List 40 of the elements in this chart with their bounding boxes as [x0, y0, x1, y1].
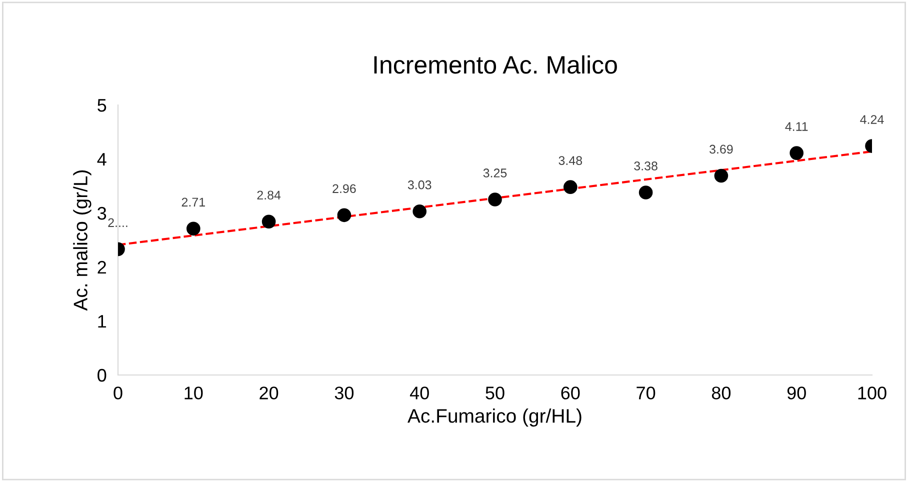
x-tick-label: 70 [636, 386, 656, 400]
x-tick-label: 0 [114, 386, 122, 400]
x-tick-label: 10 [184, 386, 203, 400]
y-tick-label: 1 [98, 315, 106, 328]
x-tick-label: 20 [260, 386, 278, 400]
point [563, 180, 578, 194]
chart-title: Incremento Ac. Malico [374, 55, 617, 74]
point [412, 204, 427, 218]
y-tick-label: 2 [98, 260, 106, 274]
y-tick-label: 3 [98, 206, 106, 220]
data-label: 2.71 [182, 198, 205, 206]
y-tick-label: 5 [98, 99, 106, 112]
x-axis-title: Ac.Fumarico (gr/HL) [408, 408, 582, 427]
data-label: 2.84 [257, 190, 281, 200]
data-label: 3.69 [710, 144, 733, 154]
x-tick-label: 100 [858, 386, 886, 400]
data-label: 4.24 [860, 115, 884, 124]
y-axis-title: Ac. malico (gr/L) [73, 170, 92, 311]
x-tick-label: 80 [712, 386, 731, 400]
y-tick-label: 0 [98, 368, 106, 382]
data-label: 3.03 [408, 180, 432, 190]
point [488, 192, 502, 206]
data-label: 2.96 [332, 184, 356, 194]
data-label: 3.48 [558, 156, 582, 165]
data-label: 4.11 [785, 122, 808, 131]
x-tick-label: 90 [787, 386, 806, 400]
x-tick-label: 50 [486, 386, 504, 400]
point [790, 146, 804, 160]
data-label: 3.38 [634, 162, 658, 170]
point [186, 222, 200, 236]
x-tick-label: 30 [334, 386, 354, 400]
y-tick-label: 4 [97, 153, 106, 166]
x-tick-label: 40 [410, 386, 429, 400]
point [714, 168, 728, 183]
point [337, 208, 352, 222]
point [262, 214, 276, 229]
x-tick-label: 60 [561, 386, 580, 400]
point [638, 186, 653, 200]
data-label: 3.25 [483, 168, 507, 178]
data-label: 2.... [108, 218, 128, 227]
